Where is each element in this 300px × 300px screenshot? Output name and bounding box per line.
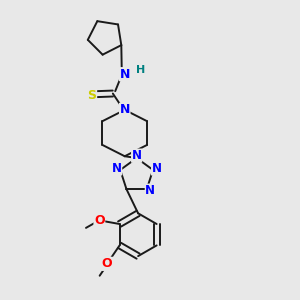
Text: N: N — [112, 162, 122, 175]
Text: N: N — [119, 68, 130, 81]
Text: N: N — [152, 162, 162, 175]
Text: O: O — [102, 257, 112, 270]
Text: N: N — [145, 184, 155, 197]
Text: S: S — [88, 88, 97, 101]
Text: H: H — [136, 65, 145, 75]
Text: N: N — [132, 149, 142, 162]
Text: O: O — [94, 214, 105, 227]
Text: N: N — [119, 103, 130, 116]
